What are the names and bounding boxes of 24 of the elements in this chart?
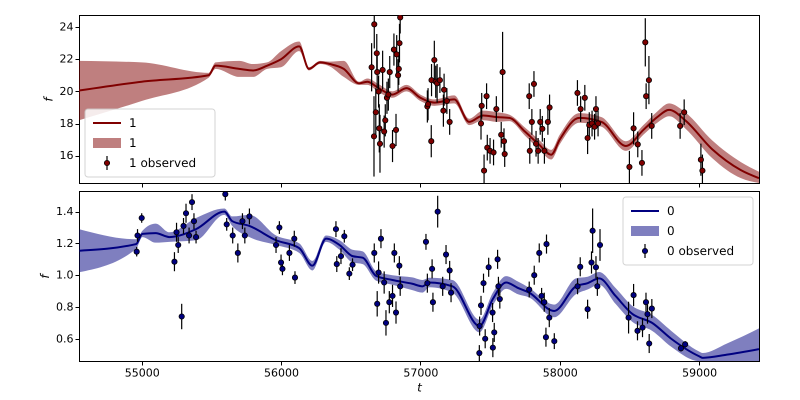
x-tick-label: 55000 xyxy=(124,366,160,380)
text: 1 xyxy=(129,136,137,150)
y-tick-label: 16 xyxy=(60,149,74,162)
y-tick-label: 20 xyxy=(60,84,74,98)
y-axis-title: f xyxy=(38,272,52,279)
y-tick-label: 0.8 xyxy=(56,300,74,314)
x-tick-label: 59000 xyxy=(682,366,718,380)
y-tick-label: 22 xyxy=(60,52,74,66)
y-tick-label: 1.4 xyxy=(56,205,74,218)
y-tick-label: 18 xyxy=(60,117,74,130)
y-axis-title: f xyxy=(42,96,56,102)
legend-label: 0 xyxy=(667,204,675,218)
x-tick-label: 58000 xyxy=(542,366,578,380)
text: 0 xyxy=(667,224,675,238)
y-tick-label: 1.0 xyxy=(56,268,74,282)
y-tick-label: 0.6 xyxy=(56,332,74,346)
y-tick-label: 24 xyxy=(60,20,74,34)
legend-label: 1 observed xyxy=(129,156,196,170)
x-tick-label: 57000 xyxy=(403,366,438,380)
x-axis-title: t xyxy=(417,380,424,394)
x-tick-label: 56000 xyxy=(264,366,300,380)
legend-label: 1 xyxy=(129,116,137,130)
legend-label: 0 observed xyxy=(667,244,734,258)
y-tick-label: 1.2 xyxy=(56,236,74,250)
